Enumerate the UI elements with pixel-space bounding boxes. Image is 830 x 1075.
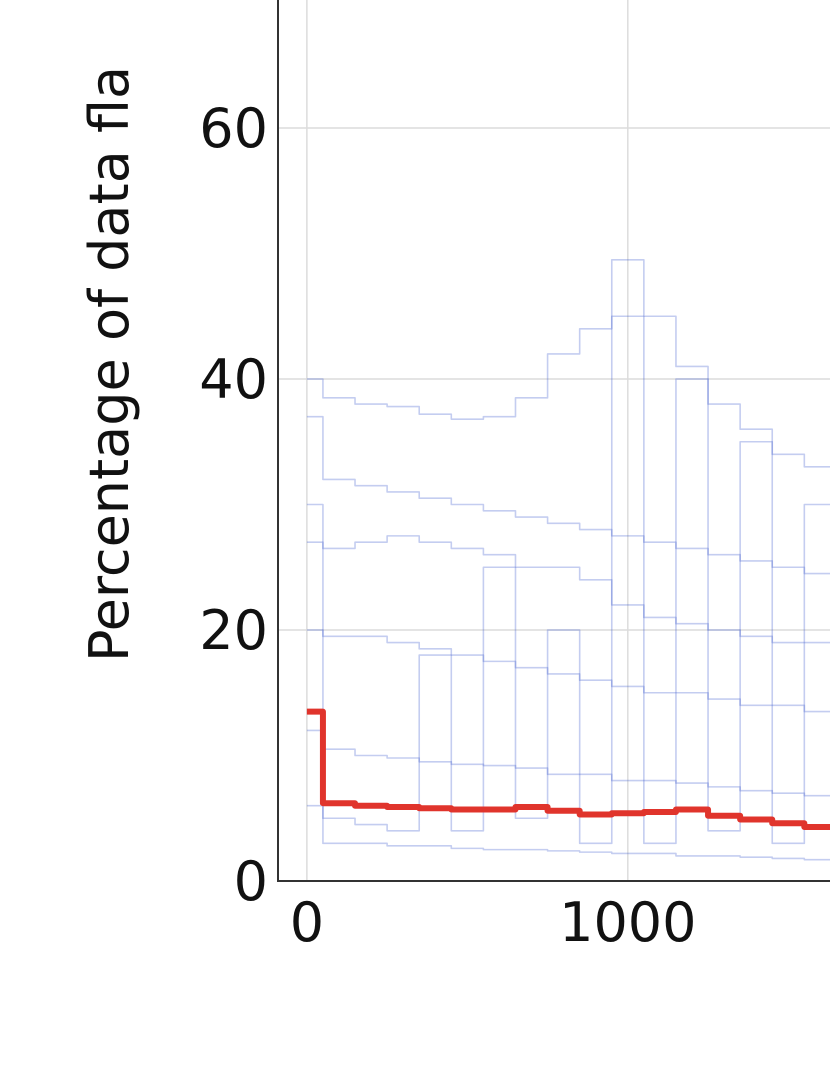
series-line	[306, 629, 830, 713]
series-line	[306, 258, 830, 468]
series-line	[306, 708, 830, 831]
x-tick-label: 0	[290, 891, 324, 954]
series-line	[306, 415, 830, 575]
y-tick-label: 20	[199, 599, 268, 662]
axes	[277, 0, 830, 882]
grid	[278, 0, 830, 882]
series-group	[306, 258, 830, 861]
y-tick-label: 0	[234, 850, 268, 913]
series-line	[306, 729, 830, 797]
x-tick-label: 1000	[559, 891, 696, 954]
y-tick-label: 60	[199, 97, 268, 160]
series-line	[306, 535, 830, 644]
y-axis-label: Percentage of data fla	[78, 66, 141, 662]
series-line	[306, 315, 830, 845]
series-line	[306, 804, 830, 861]
y-tick-label: 40	[199, 348, 268, 411]
